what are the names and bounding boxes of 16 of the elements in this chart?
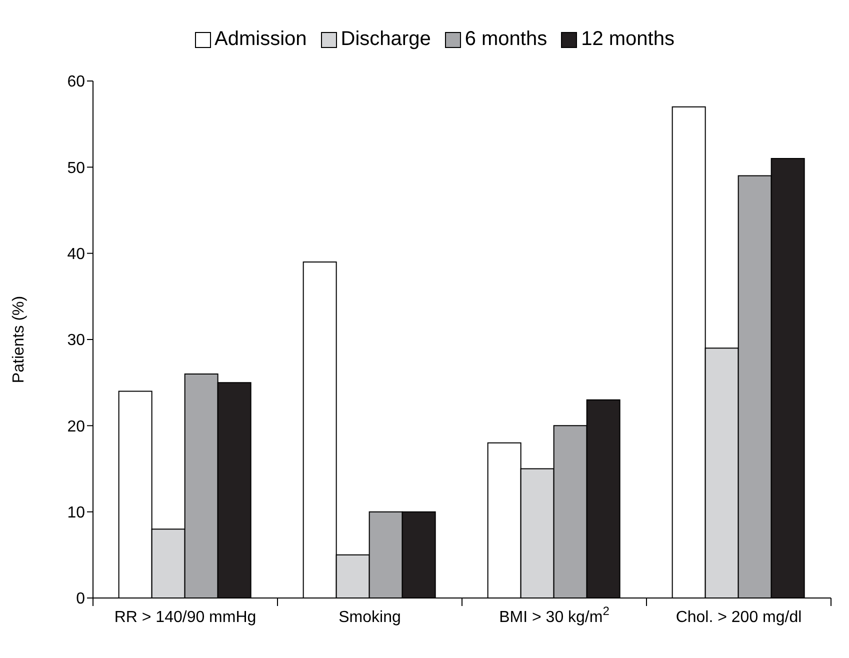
x-tick-label: BMI > 30 kg/m$^{2}$	[499, 604, 610, 626]
x-tick-label: RR > 140/90 mmHg	[114, 609, 256, 626]
y-tick-label: 30	[67, 332, 86, 350]
legend-label: Discharge	[340, 28, 431, 51]
y-tick-label: 40	[67, 246, 86, 264]
y-tick-label: 50	[67, 160, 86, 177]
legend-label: 6 months	[464, 28, 548, 51]
legend-label: 12 months	[580, 28, 674, 51]
y-tick-label: 20	[67, 418, 86, 436]
x-tick-label: Chol. > 200 mg/dl	[676, 609, 802, 626]
y-axis-title: Patients (%)	[10, 296, 28, 384]
y-tick-label: 60	[67, 74, 86, 91]
x-tick-label: Smoking	[338, 609, 401, 626]
y-tick-label: 0	[76, 590, 86, 608]
y-tick-label: 10	[67, 504, 86, 522]
legend-label: Admission	[214, 28, 307, 51]
